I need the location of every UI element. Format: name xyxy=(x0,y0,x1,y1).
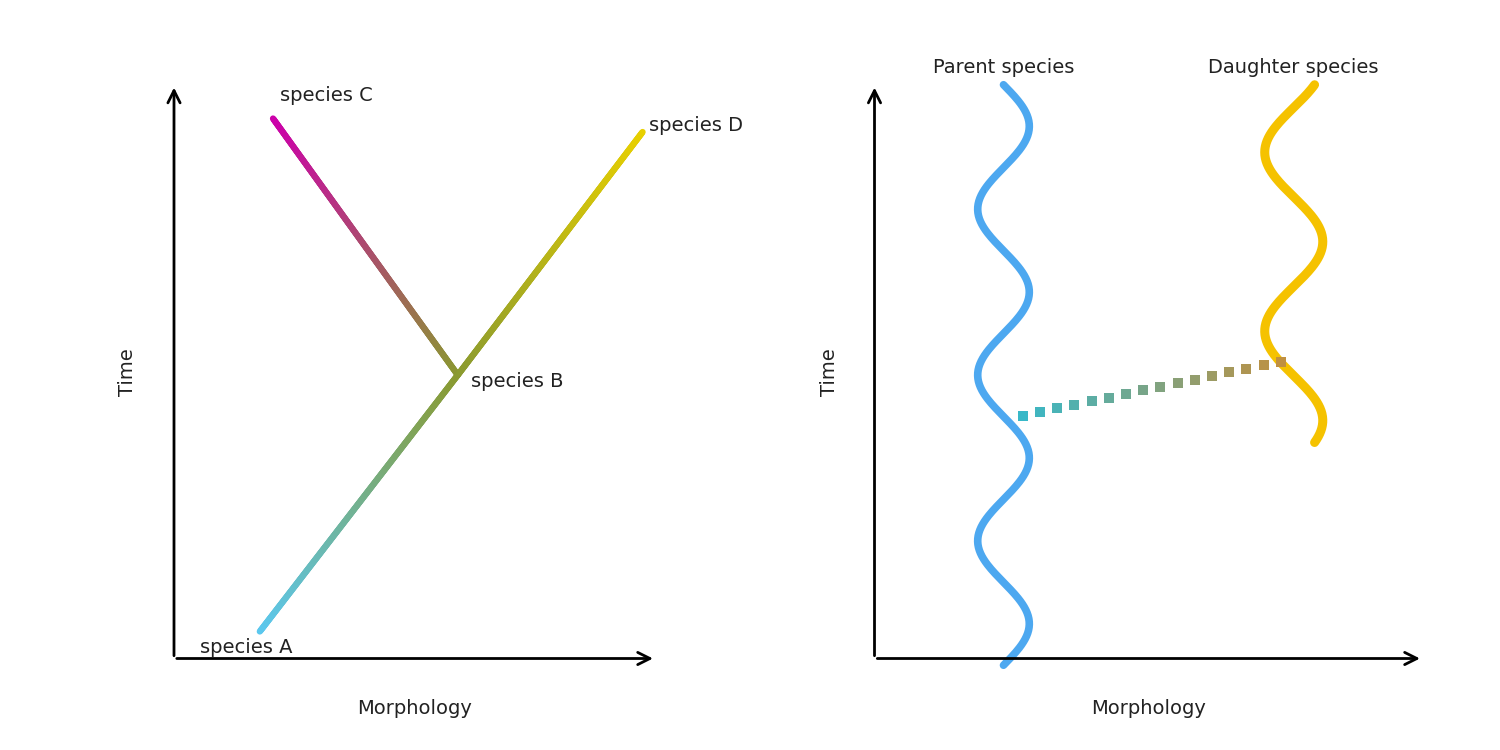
Text: Time: Time xyxy=(821,348,839,395)
Text: Morphology: Morphology xyxy=(1090,699,1206,718)
Text: Morphology: Morphology xyxy=(357,699,472,718)
Text: species D: species D xyxy=(650,116,742,135)
Text: species C: species C xyxy=(279,86,372,105)
Text: Time: Time xyxy=(118,348,138,395)
Text: species B: species B xyxy=(471,372,564,392)
Text: Daughter species: Daughter species xyxy=(1209,58,1378,76)
Text: Parent species: Parent species xyxy=(933,58,1074,76)
Text: species A: species A xyxy=(201,638,292,657)
